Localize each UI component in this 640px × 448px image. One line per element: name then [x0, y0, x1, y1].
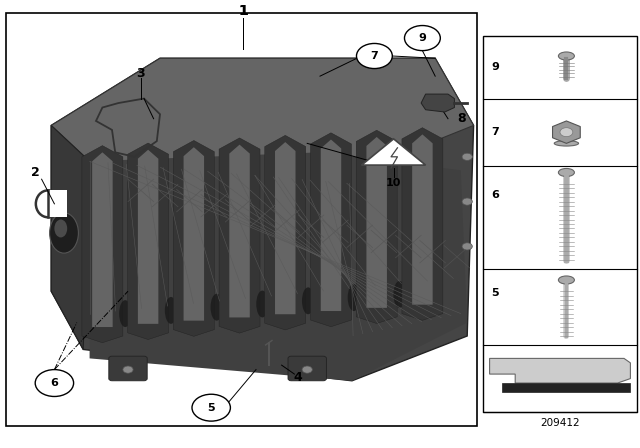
Polygon shape: [229, 145, 250, 318]
Polygon shape: [310, 133, 351, 327]
Circle shape: [302, 366, 312, 373]
Text: 1: 1: [238, 4, 248, 18]
Text: 9: 9: [419, 33, 426, 43]
Ellipse shape: [558, 276, 575, 284]
Polygon shape: [92, 152, 113, 327]
Text: 5: 5: [207, 403, 215, 413]
Text: 2: 2: [31, 166, 40, 179]
Circle shape: [356, 43, 392, 69]
Polygon shape: [51, 125, 90, 349]
Polygon shape: [412, 134, 433, 305]
Ellipse shape: [394, 281, 406, 308]
Ellipse shape: [165, 297, 177, 324]
Ellipse shape: [50, 213, 79, 253]
Polygon shape: [321, 139, 341, 311]
Polygon shape: [51, 58, 474, 381]
Polygon shape: [356, 130, 397, 323]
Text: 8: 8: [458, 112, 466, 125]
Polygon shape: [490, 358, 630, 383]
Ellipse shape: [54, 220, 67, 237]
Polygon shape: [275, 142, 296, 314]
Text: 3: 3: [136, 67, 145, 81]
Polygon shape: [127, 143, 168, 340]
Ellipse shape: [256, 291, 269, 318]
Polygon shape: [362, 139, 426, 165]
Text: 9: 9: [491, 62, 499, 72]
Bar: [6, 13, 477, 426]
Ellipse shape: [554, 141, 579, 146]
FancyBboxPatch shape: [109, 356, 147, 381]
Circle shape: [560, 128, 573, 137]
Polygon shape: [138, 150, 158, 324]
Bar: [48, 190, 67, 217]
Text: 7: 7: [491, 127, 499, 137]
Circle shape: [192, 394, 230, 421]
Circle shape: [462, 153, 472, 160]
Ellipse shape: [348, 284, 360, 311]
Ellipse shape: [211, 294, 223, 321]
Ellipse shape: [558, 52, 575, 60]
Circle shape: [404, 26, 440, 51]
Polygon shape: [421, 94, 454, 112]
Polygon shape: [90, 152, 467, 381]
Circle shape: [123, 366, 133, 373]
Polygon shape: [82, 146, 123, 343]
Polygon shape: [219, 138, 260, 333]
Ellipse shape: [302, 287, 314, 314]
Polygon shape: [502, 383, 630, 392]
Bar: [483, 36, 637, 412]
Text: 6: 6: [491, 190, 499, 200]
FancyBboxPatch shape: [288, 356, 326, 381]
Polygon shape: [51, 58, 474, 161]
Text: 10: 10: [386, 178, 401, 188]
Ellipse shape: [119, 300, 131, 327]
Text: 1: 1: [238, 4, 248, 18]
Text: 7: 7: [371, 51, 378, 61]
Polygon shape: [184, 147, 204, 321]
Text: 4: 4: [293, 370, 302, 384]
Ellipse shape: [558, 168, 575, 177]
Polygon shape: [402, 128, 443, 320]
Text: 6: 6: [51, 378, 58, 388]
Circle shape: [462, 243, 472, 250]
Polygon shape: [265, 135, 306, 330]
Circle shape: [35, 370, 74, 396]
Polygon shape: [367, 137, 387, 308]
Text: 209412: 209412: [540, 418, 580, 428]
Text: 5: 5: [491, 289, 499, 298]
Circle shape: [462, 198, 472, 205]
Polygon shape: [173, 141, 214, 336]
